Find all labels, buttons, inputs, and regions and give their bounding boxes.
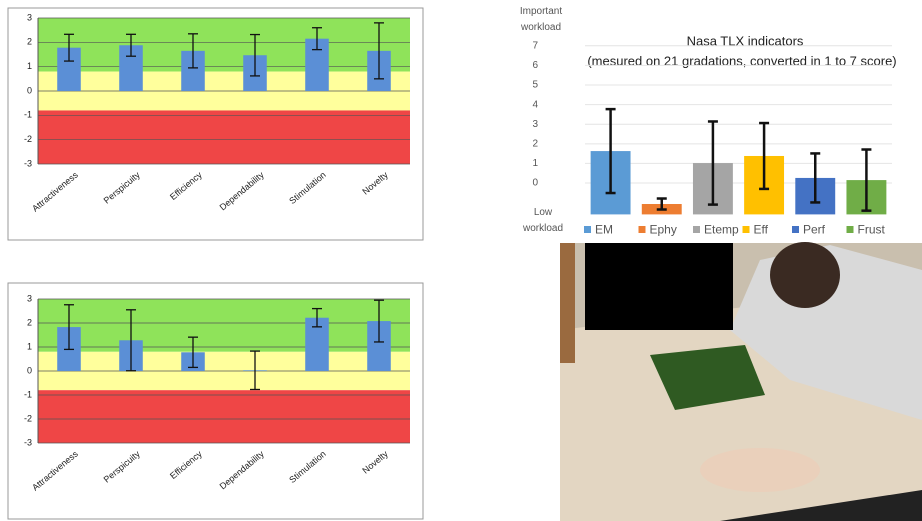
- y-tick-label: 2: [27, 317, 32, 327]
- legend-swatch: [846, 226, 854, 233]
- y-tick-label: 6: [532, 60, 538, 71]
- y-tick-label: 3: [27, 293, 32, 303]
- keyboard: [720, 490, 922, 521]
- y-tick-label: 1: [27, 61, 32, 71]
- chart-subtitle: (mesured on 21 gradations, converted in …: [587, 53, 896, 68]
- chart-title: Nasa TLX indicators: [687, 33, 804, 48]
- error-bar: [759, 121, 770, 191]
- bar: [57, 47, 81, 91]
- y-tick-label: 7: [532, 40, 538, 51]
- y-tick-label: 3: [532, 119, 538, 130]
- photo: [560, 242, 922, 521]
- legend-label: Perf: [803, 223, 826, 237]
- error-bar: [374, 22, 384, 80]
- y-tick-label: 4: [532, 99, 538, 110]
- hand: [700, 448, 820, 492]
- legend-swatch: [693, 226, 700, 233]
- error-bar: [64, 304, 74, 351]
- y-tick-label: 1: [27, 341, 32, 351]
- y-tick-label: 3: [27, 12, 32, 22]
- bar: [367, 321, 391, 371]
- error-bar: [64, 33, 74, 62]
- error-bar: [605, 107, 616, 195]
- bar: [305, 317, 329, 371]
- y-bottom-label: Low workload: [522, 207, 564, 234]
- legend-label: Ephy: [650, 223, 677, 237]
- band: [38, 390, 410, 443]
- legend-swatch: [584, 226, 591, 233]
- bar: [305, 38, 329, 91]
- error-bar: [312, 307, 322, 328]
- bar: [119, 45, 143, 91]
- error-bar: [861, 148, 872, 212]
- error-bar: [126, 309, 136, 372]
- person-hair: [770, 242, 840, 308]
- y-tick-label: 0: [532, 178, 538, 189]
- legend-swatch: [638, 226, 646, 233]
- bar: [181, 50, 205, 91]
- legend-label: Etemp: [704, 223, 739, 237]
- band: [38, 18, 410, 72]
- legend-label: Frust: [858, 223, 886, 237]
- legend-swatch: [742, 226, 750, 233]
- shelf: [560, 243, 575, 363]
- legend-label: Eff: [754, 223, 769, 237]
- band: [38, 110, 410, 164]
- y-tick-label: -1: [24, 110, 32, 120]
- error-bar: [250, 33, 260, 77]
- y-tick-label: 5: [532, 80, 538, 91]
- y-tick-label: 1: [532, 158, 538, 169]
- y-tick-label: -3: [24, 437, 32, 447]
- y-top-label: Important workload: [519, 6, 563, 33]
- y-tick-label: -3: [24, 158, 32, 168]
- y-tick-label: 2: [532, 138, 538, 149]
- y-tick-label: -2: [24, 413, 32, 423]
- y-tick-label: 2: [27, 37, 32, 47]
- tactile-board: [650, 345, 765, 410]
- error-bar: [250, 350, 260, 391]
- blur-box: [585, 243, 733, 330]
- y-tick-label: -1: [24, 389, 32, 399]
- error-bar: [374, 299, 384, 343]
- y-tick-label: -2: [24, 134, 32, 144]
- legend-swatch: [792, 226, 799, 233]
- error-bar: [656, 197, 667, 211]
- error-bar: [188, 336, 198, 369]
- legend-label: EM: [595, 223, 613, 237]
- y-tick-label: 0: [27, 365, 32, 375]
- error-bar: [188, 33, 198, 69]
- error-bar: [707, 120, 718, 206]
- error-bar: [126, 33, 136, 57]
- error-bar: [810, 152, 821, 204]
- error-bar: [312, 27, 322, 51]
- y-tick-label: 0: [27, 85, 32, 95]
- band: [38, 299, 410, 352]
